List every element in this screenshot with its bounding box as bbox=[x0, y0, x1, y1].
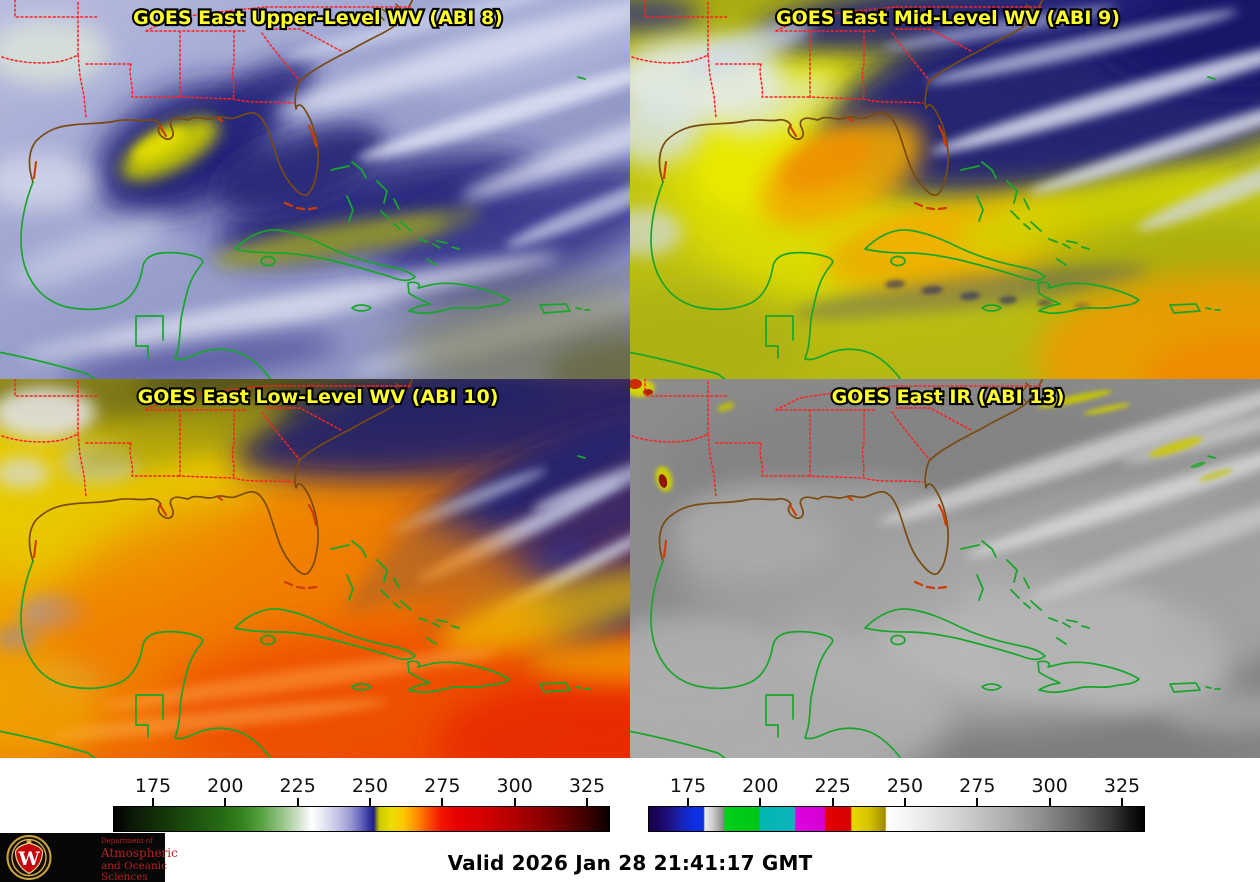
tick-label: 225 bbox=[814, 775, 851, 797]
tick-label: 200 bbox=[207, 775, 244, 797]
colorbar-ir-ticks bbox=[648, 798, 1145, 806]
colorbar-wv-ticks bbox=[113, 798, 610, 806]
tick-label: 325 bbox=[1103, 775, 1141, 797]
colorbar-wv-labels: 175 200 225 250 275 300 325 bbox=[113, 775, 610, 797]
tick-label: 275 bbox=[959, 775, 996, 797]
colorbar-wv: 175 200 225 250 275 300 325 bbox=[113, 768, 610, 876]
tick-label: 325 bbox=[568, 775, 606, 797]
wv10-moisture-field bbox=[0, 379, 630, 758]
colorbar-ir: 175 200 225 250 275 300 325 bbox=[648, 768, 1145, 876]
panel-title: GOES East Upper-Level WV (ABI 8) bbox=[133, 7, 503, 29]
tick-label: 225 bbox=[279, 775, 316, 797]
panel-grid: GOES East Upper-Level WV (ABI 8) bbox=[0, 0, 1260, 758]
colorbar-ir-labels: 175 200 225 250 275 300 325 bbox=[648, 775, 1145, 797]
tick-label: 275 bbox=[424, 775, 461, 797]
tick-label: 200 bbox=[742, 775, 779, 797]
tick-label: 250 bbox=[886, 775, 924, 797]
uw-crest-icon: W bbox=[6, 835, 52, 880]
ir-image: GOES East IR (ABI 13) bbox=[630, 379, 1260, 758]
satellite-panel-mid-wv: GOES East Mid-Level WV (ABI 9) bbox=[630, 0, 1260, 379]
tick-label: 250 bbox=[351, 775, 389, 797]
satellite-panel-upper-wv: GOES East Upper-Level WV (ABI 8) bbox=[0, 0, 630, 379]
logo-text: Department of Atmospheric and Oceanic Sc… bbox=[101, 838, 178, 882]
satellite-panel-ir: GOES East IR (ABI 13) bbox=[630, 379, 1260, 758]
logo-line-department: Department of bbox=[101, 837, 153, 845]
tick-label: 300 bbox=[1031, 775, 1068, 797]
colorbar-ir-gradient bbox=[648, 806, 1145, 832]
uw-aos-logo: W Department of Atmospheric and Oceanic … bbox=[0, 833, 178, 882]
ir13-cloud-field bbox=[630, 379, 1260, 758]
valid-time-label: Valid 2026 Jan 28 21:41:17 GMT bbox=[447, 851, 813, 875]
wv9-moisture-field bbox=[630, 0, 1260, 379]
upper-wv-image: GOES East Upper-Level WV (ABI 8) bbox=[0, 0, 630, 379]
mid-wv-image: GOES East Mid-Level WV (ABI 9) bbox=[630, 0, 1260, 379]
satellite-panel-low-wv: GOES East Low-Level WV (ABI 10) bbox=[0, 379, 630, 758]
panel-title: GOES East Mid-Level WV (ABI 9) bbox=[776, 7, 1120, 29]
panel-title: GOES East IR (ABI 13) bbox=[832, 386, 1065, 408]
logo-line-oceanic: and Oceanic Sciences bbox=[101, 860, 168, 882]
tick-label: 175 bbox=[669, 775, 707, 797]
low-wv-image: GOES East Low-Level WV (ABI 10) bbox=[0, 379, 630, 758]
tick-label: 175 bbox=[134, 775, 172, 797]
logo-line-atmospheric: Atmospheric bbox=[101, 846, 178, 860]
tick-label: 300 bbox=[496, 775, 533, 797]
panel-title: GOES East Low-Level WV (ABI 10) bbox=[138, 386, 499, 408]
colorbar-wv-gradient bbox=[113, 806, 610, 832]
uw-monogram: W bbox=[17, 848, 40, 870]
